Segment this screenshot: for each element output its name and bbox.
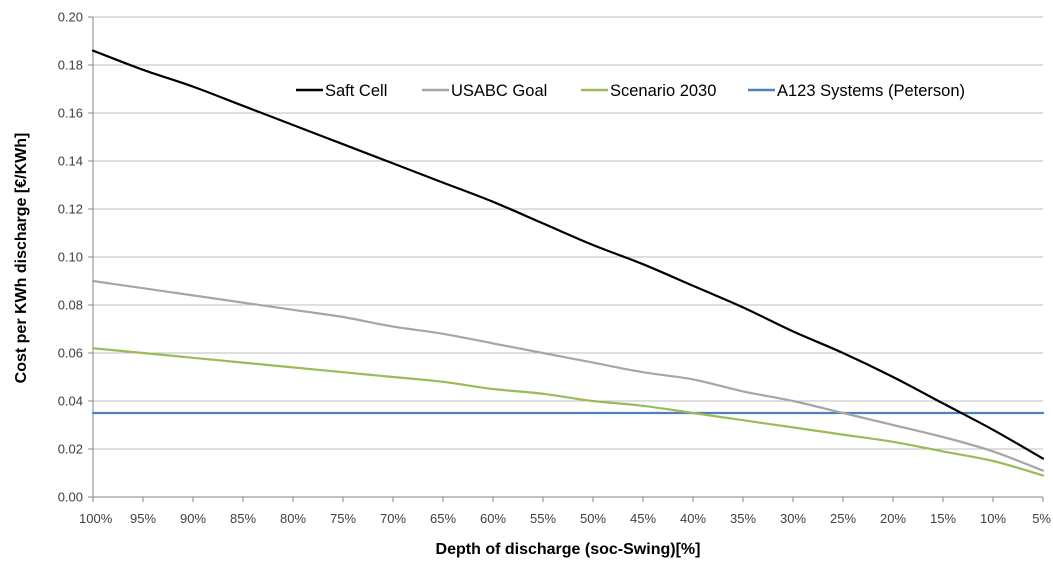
- x-tick-label: 80%: [280, 511, 306, 526]
- x-tick-label: 70%: [380, 511, 406, 526]
- y-tick-label: 0.18: [58, 58, 83, 73]
- x-tick-label: 35%: [730, 511, 756, 526]
- x-axis-title: Depth of discharge (soc-Swing)[%]: [436, 541, 701, 558]
- x-tick-label: 50%: [580, 511, 606, 526]
- x-tick-label: 15%: [930, 511, 956, 526]
- y-tick-label: 0.02: [58, 442, 83, 457]
- x-tick-label: 90%: [180, 511, 206, 526]
- x-tick-label: 5%: [1032, 511, 1051, 526]
- series-line-saft-cell: [91, 49, 1045, 460]
- x-tick-label: 40%: [680, 511, 706, 526]
- x-tick-label: 85%: [230, 511, 256, 526]
- x-tick-label: 100%: [79, 511, 113, 526]
- x-tick-label: 45%: [630, 511, 656, 526]
- gridlines: [93, 16, 1043, 450]
- y-tick-label: 0.10: [58, 250, 83, 265]
- series-lines: [91, 49, 1045, 477]
- x-tick-label: 25%: [830, 511, 856, 526]
- tick-labels: 0.00 0.02 0.04 0.06 0.08 0.10 0.12 0.14 0.16 0.18…: [58, 10, 1052, 527]
- legend-label: Saft Cell: [325, 82, 387, 100]
- y-tick-label: 0.04: [58, 394, 83, 409]
- x-tick-label: 30%: [780, 511, 806, 526]
- y-tick-label: 0.08: [58, 298, 83, 313]
- y-tick-label: 0.14: [58, 154, 83, 169]
- legend-label: A123 Systems (Peterson): [777, 82, 965, 100]
- x-tick-label: 20%: [880, 511, 906, 526]
- y-tick-label: 0.06: [58, 346, 83, 361]
- x-tick-label: 60%: [480, 511, 506, 526]
- axes: [88, 16, 1044, 502]
- y-tick-label: 0.16: [58, 106, 83, 121]
- series-line-usabc-goal: [91, 279, 1045, 472]
- y-tick-label: 0.00: [58, 490, 83, 505]
- y-tick-label: 0.12: [58, 202, 83, 217]
- x-tick-label: 10%: [980, 511, 1006, 526]
- legend-label: Scenario 2030: [610, 82, 716, 100]
- x-tick-label: 65%: [430, 511, 456, 526]
- x-tick-label: 75%: [330, 511, 356, 526]
- y-tick-label: 0.20: [58, 10, 83, 25]
- legend-label: USABC Goal: [451, 82, 547, 100]
- series-line-scenario-2030: [91, 347, 1045, 477]
- x-tick-label: 55%: [530, 511, 556, 526]
- legend: Saft Cell USABC Goal Scenario 2030 A123 Sys…: [296, 82, 965, 100]
- y-axis-title: Cost per KWh discharge [€/KWh]: [13, 133, 30, 384]
- x-tick-label: 95%: [130, 511, 156, 526]
